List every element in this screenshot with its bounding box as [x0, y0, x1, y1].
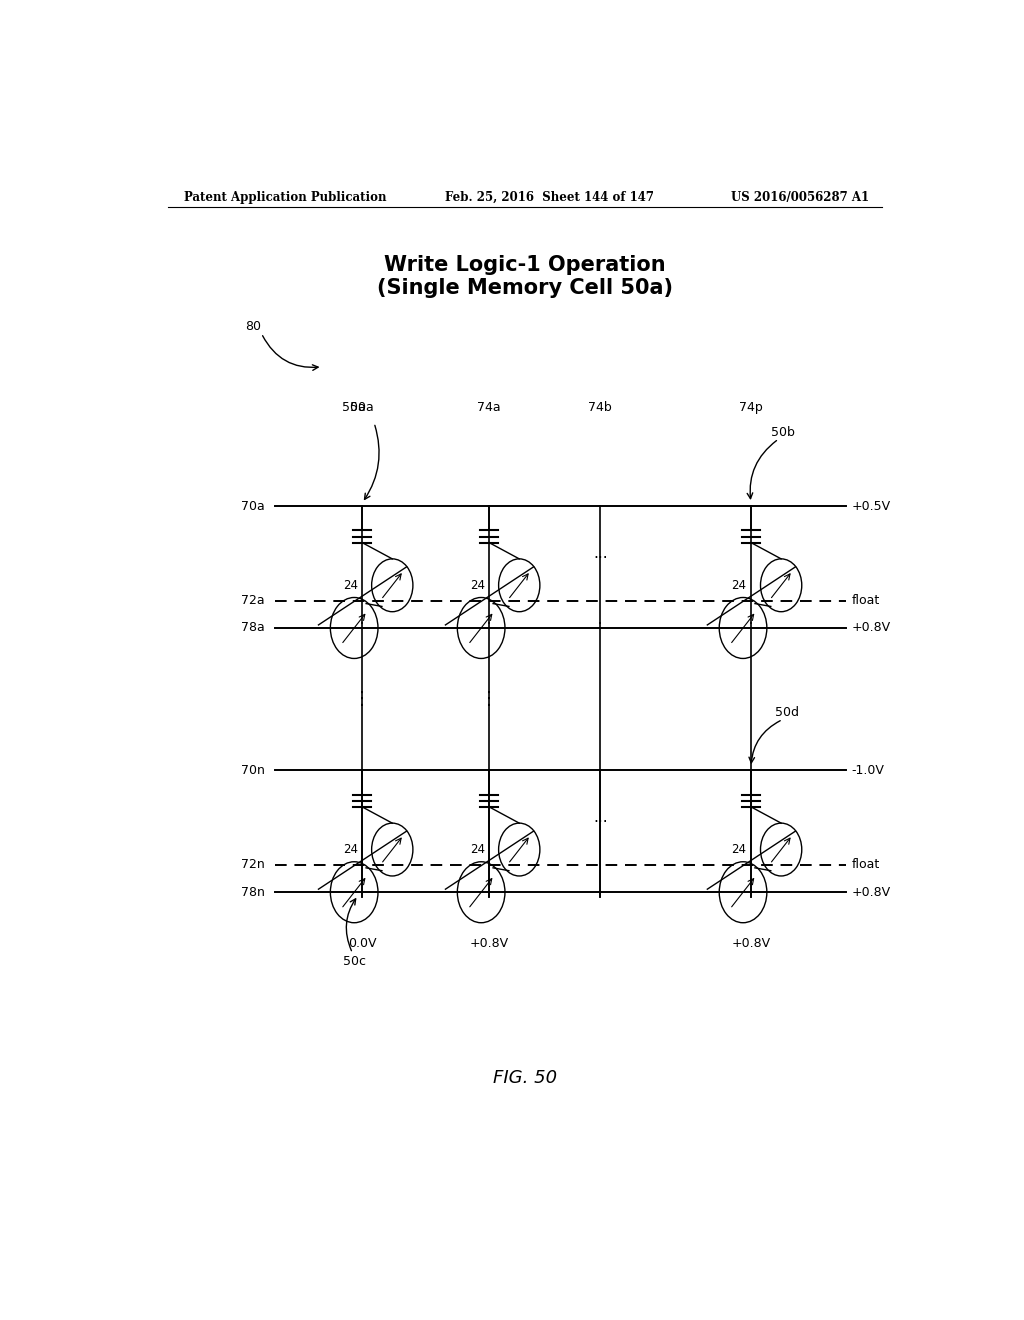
Text: 50b: 50b — [771, 426, 795, 440]
Text: float: float — [852, 858, 880, 871]
Text: 72a: 72a — [241, 594, 264, 607]
Text: 24: 24 — [731, 578, 746, 591]
Text: 24: 24 — [470, 843, 484, 857]
Text: +0.5V: +0.5V — [852, 499, 891, 512]
Text: Patent Application Publication: Patent Application Publication — [183, 190, 386, 203]
Text: Write Logic-1 Operation: Write Logic-1 Operation — [384, 255, 666, 275]
Text: 74p: 74p — [739, 401, 763, 414]
Text: 0.0V: 0.0V — [348, 937, 377, 949]
Text: 24: 24 — [731, 843, 746, 857]
Text: Feb. 25, 2016  Sheet 144 of 147: Feb. 25, 2016 Sheet 144 of 147 — [445, 190, 654, 203]
Text: ⋮: ⋮ — [480, 690, 498, 708]
Text: float: float — [852, 594, 880, 607]
Text: 50c: 50c — [343, 954, 366, 968]
Text: 78n: 78n — [241, 886, 264, 899]
Text: +0.8V: +0.8V — [852, 886, 891, 899]
Text: 80: 80 — [246, 319, 261, 333]
Text: (Single Memory Cell 50a): (Single Memory Cell 50a) — [377, 279, 673, 298]
Text: FIG. 50: FIG. 50 — [493, 1069, 557, 1088]
Text: 24: 24 — [470, 578, 484, 591]
Text: 78a: 78a — [241, 622, 264, 635]
Text: 24: 24 — [343, 578, 357, 591]
Text: 50a: 50a — [350, 401, 374, 414]
Text: 24: 24 — [343, 843, 357, 857]
Text: 70a: 70a — [241, 499, 264, 512]
Text: 70n: 70n — [241, 764, 264, 776]
Text: ...: ... — [593, 545, 607, 561]
Text: ⋮: ⋮ — [353, 690, 371, 708]
Text: ...: ... — [593, 810, 607, 825]
Text: 72n: 72n — [241, 858, 264, 871]
Text: 50a: 50a — [342, 401, 366, 414]
Text: 74b: 74b — [589, 401, 612, 414]
Text: +0.8V: +0.8V — [731, 937, 770, 949]
Text: +0.8V: +0.8V — [470, 937, 509, 949]
Text: -1.0V: -1.0V — [852, 764, 885, 776]
Text: 74a: 74a — [477, 401, 501, 414]
Text: US 2016/0056287 A1: US 2016/0056287 A1 — [731, 190, 869, 203]
Text: 50d: 50d — [775, 706, 799, 719]
Text: +0.8V: +0.8V — [852, 622, 891, 635]
